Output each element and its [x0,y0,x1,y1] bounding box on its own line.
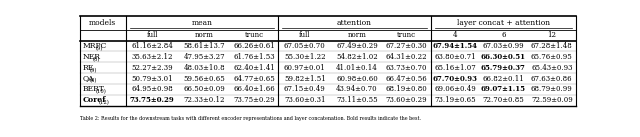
Text: 41.01±0.14: 41.01±0.14 [336,64,378,72]
Text: 73.75±0.29: 73.75±0.29 [130,96,175,104]
Text: 67.94±1.54: 67.94±1.54 [433,42,477,50]
Text: 12: 12 [547,31,556,39]
Text: 61.16±2.84: 61.16±2.84 [131,42,173,50]
Text: 67.63±0.86: 67.63±0.86 [531,75,573,83]
Text: 67.05±0.70: 67.05±0.70 [284,42,326,50]
Text: (8): (8) [89,78,97,84]
Text: 4: 4 [452,31,457,39]
Text: models: models [89,19,116,27]
Text: 73.19±0.65: 73.19±0.65 [434,96,476,104]
Text: 54.82±1.02: 54.82±1.02 [336,53,378,61]
Text: 64.31±0.22: 64.31±0.22 [386,53,428,61]
Text: 64.77±0.65: 64.77±0.65 [233,75,275,83]
Text: 67.49±0.29: 67.49±0.29 [336,42,378,50]
Text: (9): (9) [89,68,97,73]
Text: 72.70±0.85: 72.70±0.85 [483,96,524,104]
Text: 67.15±0.49: 67.15±0.49 [284,85,326,93]
Text: QA: QA [83,75,95,83]
Text: 67.27±0.30: 67.27±0.30 [386,42,428,50]
Text: norm: norm [195,31,214,39]
Text: 66.40±1.66: 66.40±1.66 [233,85,275,93]
Text: 66.30±0.51: 66.30±0.51 [481,53,526,61]
Text: 72.33±0.12: 72.33±0.12 [184,96,225,104]
Text: full: full [299,31,310,39]
Text: norm: norm [348,31,366,39]
Text: Coref: Coref [83,96,106,104]
Text: 62.40±1.41: 62.40±1.41 [233,64,275,72]
Text: 55.30±1.22: 55.30±1.22 [284,53,326,61]
Text: 67.70±0.93: 67.70±0.93 [433,75,477,83]
Text: 48.03±10.8: 48.03±10.8 [184,64,225,72]
Text: 60.98±0.60: 60.98±0.60 [336,75,378,83]
Text: BERT: BERT [83,85,105,93]
Text: trunc: trunc [397,31,416,39]
Text: 68.79±0.99: 68.79±0.99 [531,85,573,93]
Text: 68.19±0.80: 68.19±0.80 [386,85,428,93]
Text: 66.26±0.61: 66.26±0.61 [233,42,275,50]
Text: 69.06±0.49: 69.06±0.49 [434,85,476,93]
Text: 43.94±0.70: 43.94±0.70 [336,85,378,93]
Text: 65.43±0.93: 65.43±0.93 [531,64,573,72]
Text: attention: attention [337,19,372,27]
Text: 59.56±0.65: 59.56±0.65 [184,75,225,83]
Text: 6: 6 [501,31,506,39]
Text: 67.03±0.99: 67.03±0.99 [483,42,524,50]
Text: 73.60±0.29: 73.60±0.29 [386,96,428,104]
Text: 60.97±0.01: 60.97±0.01 [284,64,326,72]
Text: 66.82±0.11: 66.82±0.11 [483,75,524,83]
Text: 50.79±3.01: 50.79±3.01 [132,75,173,83]
Text: 64.95±0.98: 64.95±0.98 [131,85,173,93]
Text: (9): (9) [95,46,103,51]
Text: 66.47±0.56: 66.47±0.56 [386,75,428,83]
Text: trunc: trunc [244,31,264,39]
Text: layer concat + attention: layer concat + attention [457,19,550,27]
Text: 63.80±0.71: 63.80±0.71 [434,53,476,61]
Text: 61.76±1.53: 61.76±1.53 [234,53,275,61]
Text: 67.28±1.48: 67.28±1.48 [531,42,573,50]
Text: 58.61±13.7: 58.61±13.7 [184,42,225,50]
Text: (6): (6) [92,57,100,62]
Text: 73.75±0.29: 73.75±0.29 [234,96,275,104]
Text: mean: mean [191,19,212,27]
Text: 65.76±0.95: 65.76±0.95 [531,53,573,61]
Text: 73.11±0.55: 73.11±0.55 [336,96,378,104]
Text: (12): (12) [99,100,109,105]
Text: 35.63±2.12: 35.63±2.12 [132,53,173,61]
Text: 52.27±2.39: 52.27±2.39 [132,64,173,72]
Text: 72.59±0.09: 72.59±0.09 [531,96,573,104]
Text: Table 2: Results for the downstream tasks with different encoder representations: Table 2: Results for the downstream task… [80,116,421,121]
Text: full: full [147,31,158,39]
Text: NER: NER [83,53,101,61]
Text: 66.50±0.09: 66.50±0.09 [184,85,225,93]
Text: (10): (10) [95,89,106,94]
Text: 47.95±3.27: 47.95±3.27 [184,53,225,61]
Text: RE: RE [83,64,94,72]
Text: 65.79±0.37: 65.79±0.37 [481,64,526,72]
Text: 63.73±0.70: 63.73±0.70 [386,64,428,72]
Text: 73.60±0.31: 73.60±0.31 [284,96,326,104]
Text: 59.82±1.51: 59.82±1.51 [284,75,326,83]
Text: MRPC: MRPC [83,42,108,50]
Text: 69.07±1.15: 69.07±1.15 [481,85,526,93]
Text: 65.16±1.07: 65.16±1.07 [434,64,476,72]
